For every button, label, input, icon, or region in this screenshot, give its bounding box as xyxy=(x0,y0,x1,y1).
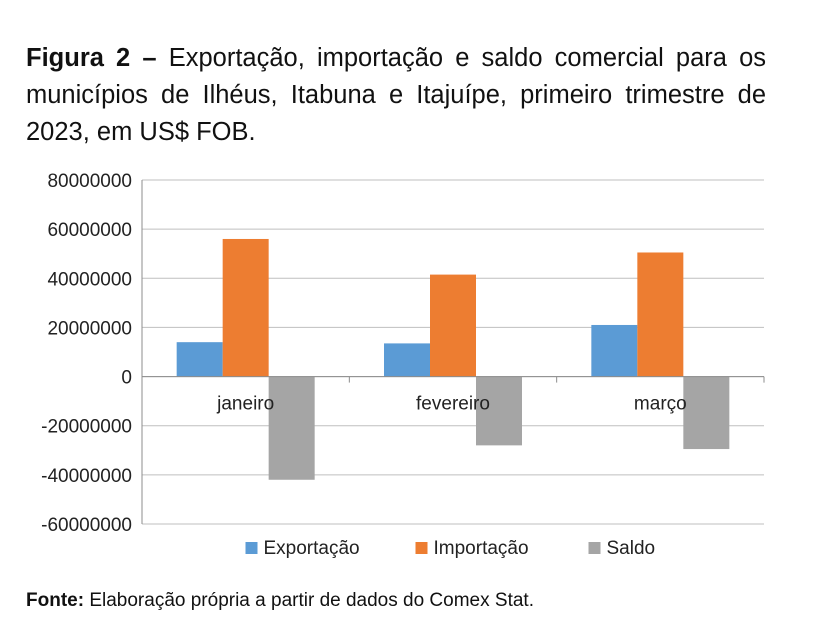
bar-saldo-março xyxy=(683,376,730,450)
category-label: fevereiro xyxy=(416,394,490,415)
legend-label: Exportação xyxy=(264,538,360,559)
y-tick-label: 40000000 xyxy=(47,269,132,290)
legend-swatch-exportação xyxy=(245,542,258,554)
y-tick-label: -60000000 xyxy=(41,515,132,536)
legend-label: Importação xyxy=(434,538,529,559)
y-tick-label: 60000000 xyxy=(47,220,132,241)
figure-source: Fonte: Elaboração própria a partir de da… xyxy=(26,590,534,612)
bar-importação-janeiro xyxy=(222,238,269,377)
category-label: janeiro xyxy=(216,394,274,415)
y-tick-label: 80000000 xyxy=(47,171,132,192)
bar-exportação-janeiro xyxy=(176,342,223,377)
bar-chart: 80000000 60000000 40000000 20000000 0 -200000… xyxy=(41,171,765,559)
figure-label: Figura 2 – xyxy=(26,44,157,72)
bar-saldo-fevereiro xyxy=(476,376,522,446)
bar-saldo-janeiro xyxy=(268,376,315,480)
legend-swatch-importação xyxy=(415,542,428,554)
figure-title: Exportação, importação e saldo comercial… xyxy=(26,44,767,146)
bar-importação-março xyxy=(637,252,684,377)
bar-importação-fevereiro xyxy=(430,274,476,377)
bar-exportação-março xyxy=(591,324,638,377)
legend-label: Saldo xyxy=(607,538,656,559)
y-tick-label: 0 xyxy=(121,368,132,389)
y-tick-label: -20000000 xyxy=(41,417,132,438)
bar-exportação-fevereiro xyxy=(384,343,430,377)
legend-swatch-saldo xyxy=(588,542,601,554)
category-label: março xyxy=(634,394,687,415)
y-tick-label: 20000000 xyxy=(47,318,132,339)
source-label: Fonte: xyxy=(26,590,85,611)
y-tick-label: -40000000 xyxy=(41,466,132,487)
source-text: Elaboração própria a partir de dados do … xyxy=(89,590,534,611)
figure-caption: Figura 2 – Exportação, importação e sald… xyxy=(26,40,766,151)
